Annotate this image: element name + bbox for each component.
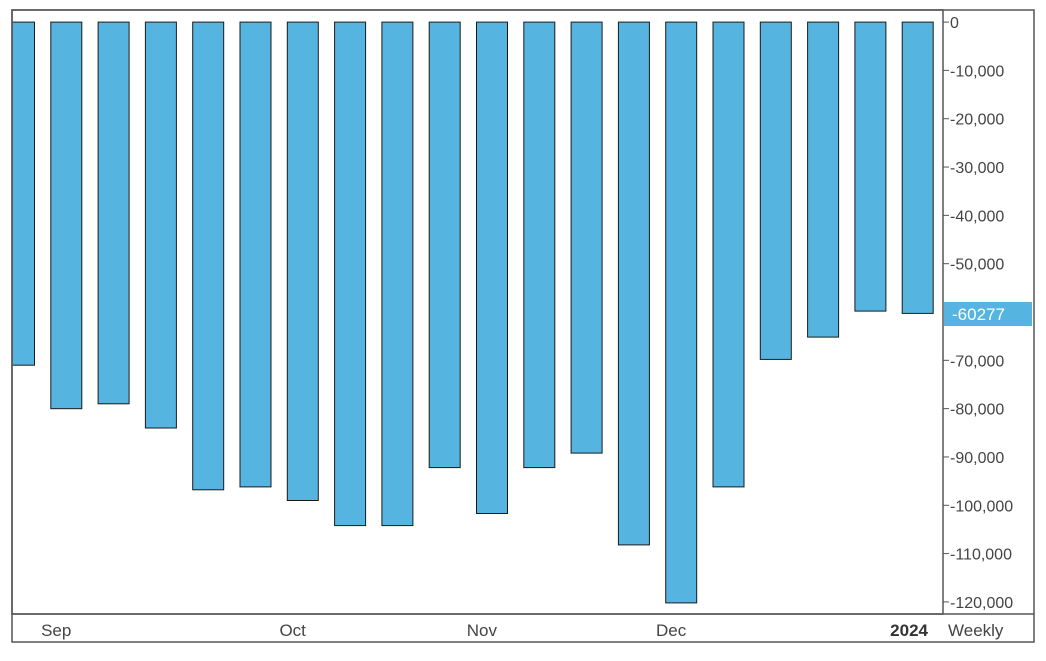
y-tick-label: -90,000 xyxy=(950,450,1004,467)
bars-layer xyxy=(11,21,934,604)
bar xyxy=(712,21,745,488)
bar xyxy=(286,21,319,501)
bar xyxy=(192,21,225,491)
y-tick-label: -30,000 xyxy=(950,160,1004,177)
x-tick-label: Nov xyxy=(467,621,498,640)
y-tick-label: -100,000 xyxy=(950,498,1013,515)
bar xyxy=(901,21,934,314)
bar xyxy=(570,21,603,454)
y-tick-label: -10,000 xyxy=(950,63,1004,80)
bar xyxy=(239,21,272,488)
x-tick-label: Dec xyxy=(656,621,687,640)
bar xyxy=(381,21,414,527)
y-tick-label: -50,000 xyxy=(950,257,1004,274)
bar xyxy=(523,21,556,469)
last-value-label: -60277 xyxy=(952,305,1005,324)
bar xyxy=(144,21,177,429)
outer-frame xyxy=(11,9,1035,643)
bar xyxy=(334,21,367,527)
bar xyxy=(665,21,698,604)
bar xyxy=(428,21,461,469)
y-axis: 0 -10,000 -20,000 -30,000 -40,000 -50,000 -70,… xyxy=(943,15,1013,612)
y-tick-label: -40,000 xyxy=(950,208,1004,225)
y-tick-label: -110,000 xyxy=(950,547,1012,564)
y-tick-label: 0 xyxy=(950,15,959,32)
bar xyxy=(617,21,650,546)
year-label: 2024 xyxy=(890,621,928,640)
bar xyxy=(807,21,840,338)
period-label: Weekly xyxy=(948,621,1004,640)
x-axis: Sep Oct Nov Dec xyxy=(41,621,687,640)
bar xyxy=(97,21,130,405)
bar xyxy=(50,21,83,410)
y-tick-label: -120,000 xyxy=(950,595,1013,612)
bar xyxy=(854,21,887,312)
y-tick-label: -80,000 xyxy=(950,402,1004,419)
y-tick-label: -70,000 xyxy=(950,353,1004,370)
bar xyxy=(476,21,508,514)
last-value-badge-bg xyxy=(944,302,1032,326)
y-tick-label: -20,000 xyxy=(950,112,1004,129)
bar xyxy=(759,21,792,360)
x-tick-label: Sep xyxy=(41,621,71,640)
x-tick-label: Oct xyxy=(279,621,306,640)
last-value-badge: -60277 xyxy=(944,302,1032,326)
bar xyxy=(11,21,35,366)
